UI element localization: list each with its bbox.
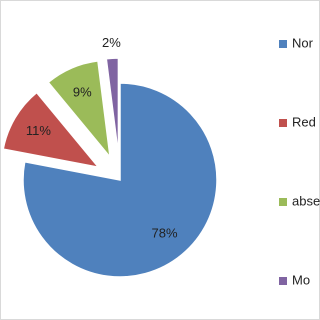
pie-slice [47, 59, 112, 160]
data-label: 78% [152, 225, 178, 240]
legend-label: Mo [292, 272, 310, 287]
legend-swatch [279, 119, 287, 127]
data-label: 11% [26, 123, 51, 138]
legend-label: Nor [292, 35, 314, 50]
legend-swatch [279, 277, 287, 285]
pie-slice [22, 82, 218, 278]
legend-label: Red [292, 114, 316, 129]
data-label: 9% [73, 84, 92, 99]
pie-slice [105, 57, 120, 156]
pie-slice [2, 91, 101, 169]
data-label: 2% [102, 35, 121, 50]
legend-swatch [279, 198, 287, 206]
legend-label: abse [292, 193, 320, 208]
legend-swatch [279, 40, 287, 48]
